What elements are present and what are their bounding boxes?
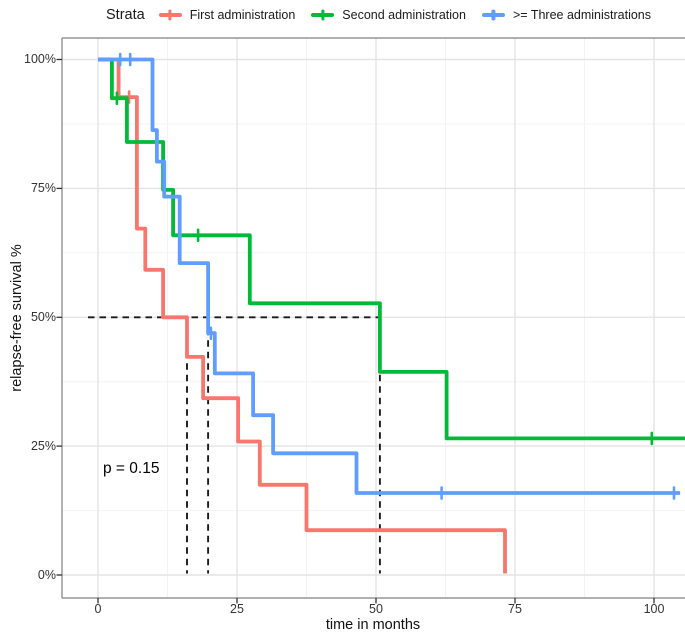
legend: Strata First administration Second admini… — [106, 4, 651, 26]
axis-tick-marks — [56, 58, 655, 604]
legend-item-label: First administration — [189, 8, 296, 22]
legend-item-first-administration: First administration — [158, 8, 296, 22]
y-tick-label: 75% — [30, 180, 56, 195]
legend-item-label: >= Three administrations — [512, 8, 652, 22]
x-tick-label: 25 — [230, 602, 244, 616]
legend-key-icon — [481, 9, 505, 21]
legend-key-icon — [311, 9, 335, 21]
y-tick-label: 25% — [30, 438, 56, 453]
y-tick-label: 50% — [30, 309, 56, 324]
y-tick-label: 100% — [24, 52, 56, 66]
survival-curve-second-administration — [98, 57, 685, 441]
x-tick-label: 0 — [94, 602, 102, 616]
legend-title: Strata — [106, 7, 145, 23]
y-axis-title: relapse-free survival % — [9, 244, 25, 392]
legend-item-second-administration: Second administration — [311, 8, 466, 22]
panel-border — [61, 37, 685, 599]
series-three-administrations — [98, 52, 681, 500]
legend-item-label: Second administration — [342, 8, 466, 22]
y-tick-label: 0% — [37, 567, 56, 582]
legend-items: First administration Second administratio… — [158, 8, 652, 22]
gridlines-minor — [62, 38, 685, 598]
x-tick-label: 50 — [369, 602, 383, 616]
p-value-annotation: p = 0.15 — [103, 460, 160, 477]
survival-curve-three-administrations — [98, 57, 681, 495]
legend-key-icon — [158, 9, 182, 21]
x-tick-label: 100 — [643, 602, 665, 616]
x-axis-title: time in months — [325, 617, 421, 633]
legend-item-three-administrations: >= Three administrations — [481, 8, 652, 22]
series-second-administration — [98, 57, 685, 446]
gridlines-major — [62, 38, 685, 598]
x-tick-label: 75 — [508, 602, 522, 616]
